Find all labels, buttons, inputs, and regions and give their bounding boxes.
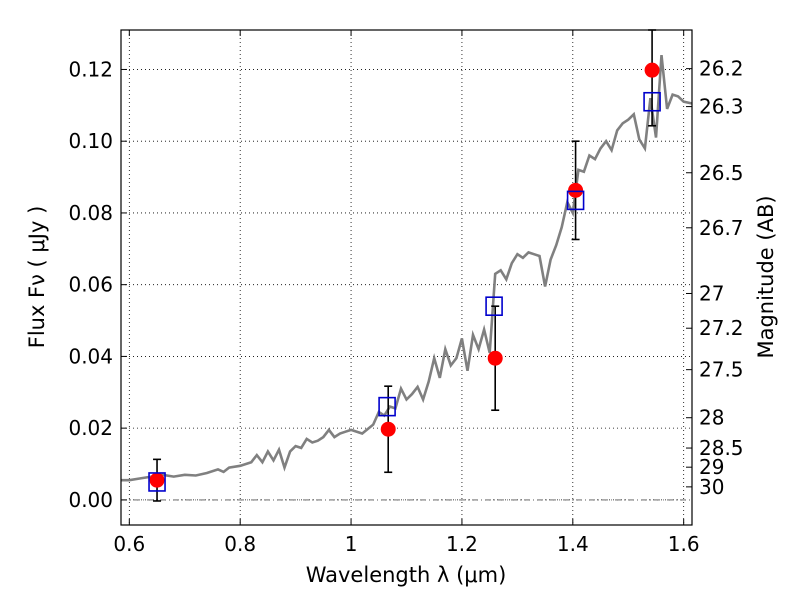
x-tick-label: 1.4 xyxy=(557,532,589,556)
measured-point xyxy=(149,472,165,488)
measured-point xyxy=(644,62,660,78)
y-tick-label: 0.06 xyxy=(68,273,113,297)
y-tick-label: 0.04 xyxy=(68,344,113,368)
y-tick-label: 0.10 xyxy=(68,129,113,153)
measured-point xyxy=(568,182,584,198)
y-tick-label: 0.02 xyxy=(68,416,113,440)
measured-point xyxy=(380,421,396,437)
grid-lines xyxy=(121,30,692,525)
magnitude-tick-label: 26.3 xyxy=(699,95,744,119)
x-axis-ticks: 0.6 0.8 1 1.2 1.4 1.6 xyxy=(113,30,700,556)
y-tick-label: 0.12 xyxy=(68,57,113,81)
x-tick-label: 0.8 xyxy=(224,532,256,556)
magnitude-tick-label: 26.7 xyxy=(699,216,744,240)
model-point xyxy=(378,396,396,417)
magnitude-tick-label: 27.5 xyxy=(699,358,744,382)
x-tick-label: 1.2 xyxy=(446,532,478,556)
x-tick-label: 1.6 xyxy=(668,532,700,556)
y-axis-ticks: 0.00 0.02 0.04 0.06 0.08 0.10 0.12 xyxy=(68,57,127,512)
plot-frame xyxy=(120,29,693,526)
magnitude-tick-label: 30 xyxy=(699,475,724,499)
magnitude-tick-label: 26.2 xyxy=(699,57,744,81)
model-point xyxy=(485,296,503,316)
magnitude-tick-label: 27 xyxy=(699,281,724,305)
measured-point xyxy=(487,350,503,366)
x-tick-label: 1 xyxy=(345,532,358,556)
model-point xyxy=(566,190,585,211)
x-tick-label: 0.6 xyxy=(113,532,145,556)
model-point xyxy=(643,91,661,112)
magnitude-tick-label: 26.5 xyxy=(699,161,744,185)
magnitude-tick-label: 28 xyxy=(699,406,724,430)
magnitude-tick-label: 27.2 xyxy=(699,316,744,340)
model-point xyxy=(148,472,166,492)
magnitude-axis-label: Magnitude (AB) xyxy=(754,195,778,358)
y-tick-label: 0.00 xyxy=(68,488,113,512)
spectrum-line xyxy=(121,54,693,482)
y-axis-label: Flux Fν ( μJy ) xyxy=(25,206,49,349)
measured-points xyxy=(149,62,660,488)
magnitude-tick-label: 29 xyxy=(699,455,724,479)
y-tick-label: 0.08 xyxy=(68,201,113,225)
model-points xyxy=(148,91,661,492)
x-axis-label: Wavelength λ (μm) xyxy=(306,563,507,587)
error-bars xyxy=(153,29,657,502)
magnitude-tick-label: 28.5 xyxy=(699,436,744,460)
